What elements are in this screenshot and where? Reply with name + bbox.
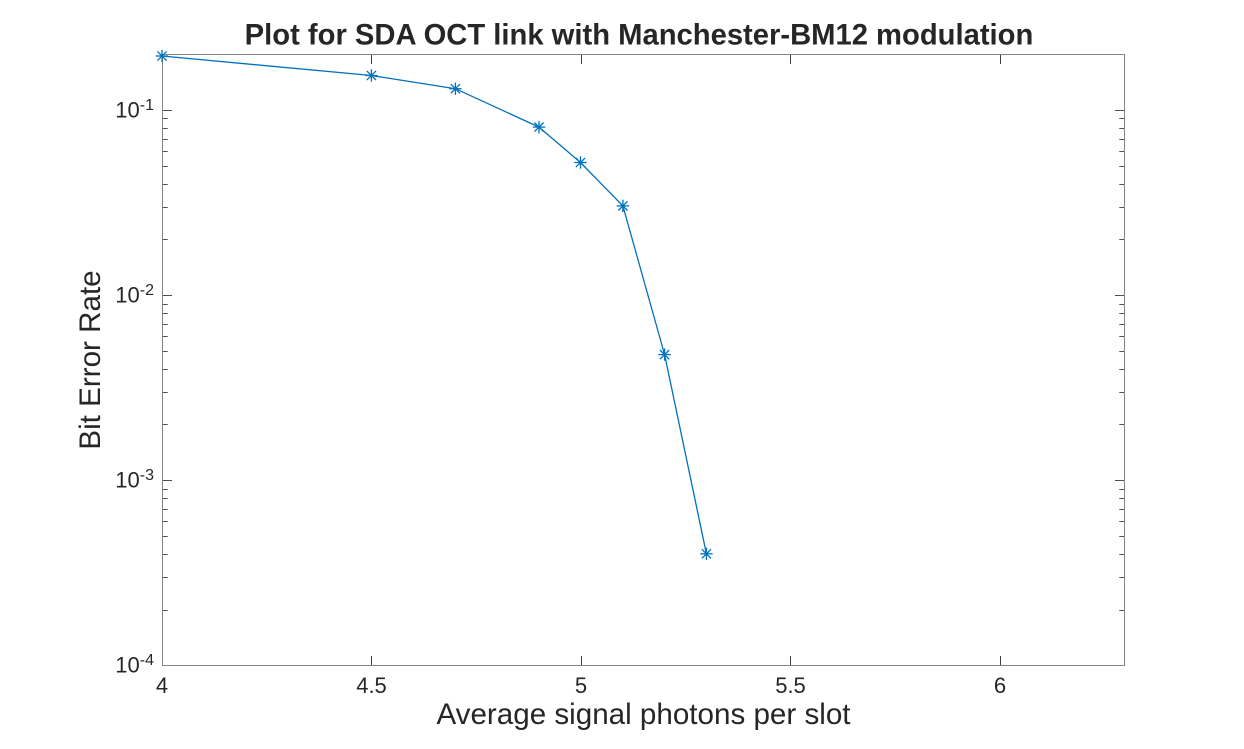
svg-text:10-2: 10-2: [115, 282, 154, 308]
svg-text:Plot for SDA OCT link with Man: Plot for SDA OCT link with Manchester-BM…: [245, 20, 1034, 52]
svg-text:4: 4: [156, 673, 168, 698]
svg-text:6: 6: [994, 673, 1006, 698]
svg-text:Bit Error Rate: Bit Error Rate: [74, 270, 107, 449]
svg-text:5.5: 5.5: [775, 673, 806, 698]
svg-text:5: 5: [575, 673, 587, 698]
svg-text:10-4: 10-4: [115, 652, 154, 678]
svg-text:Average signal photons per slo: Average signal photons per slot: [436, 698, 850, 731]
svg-text:4.5: 4.5: [356, 673, 387, 698]
